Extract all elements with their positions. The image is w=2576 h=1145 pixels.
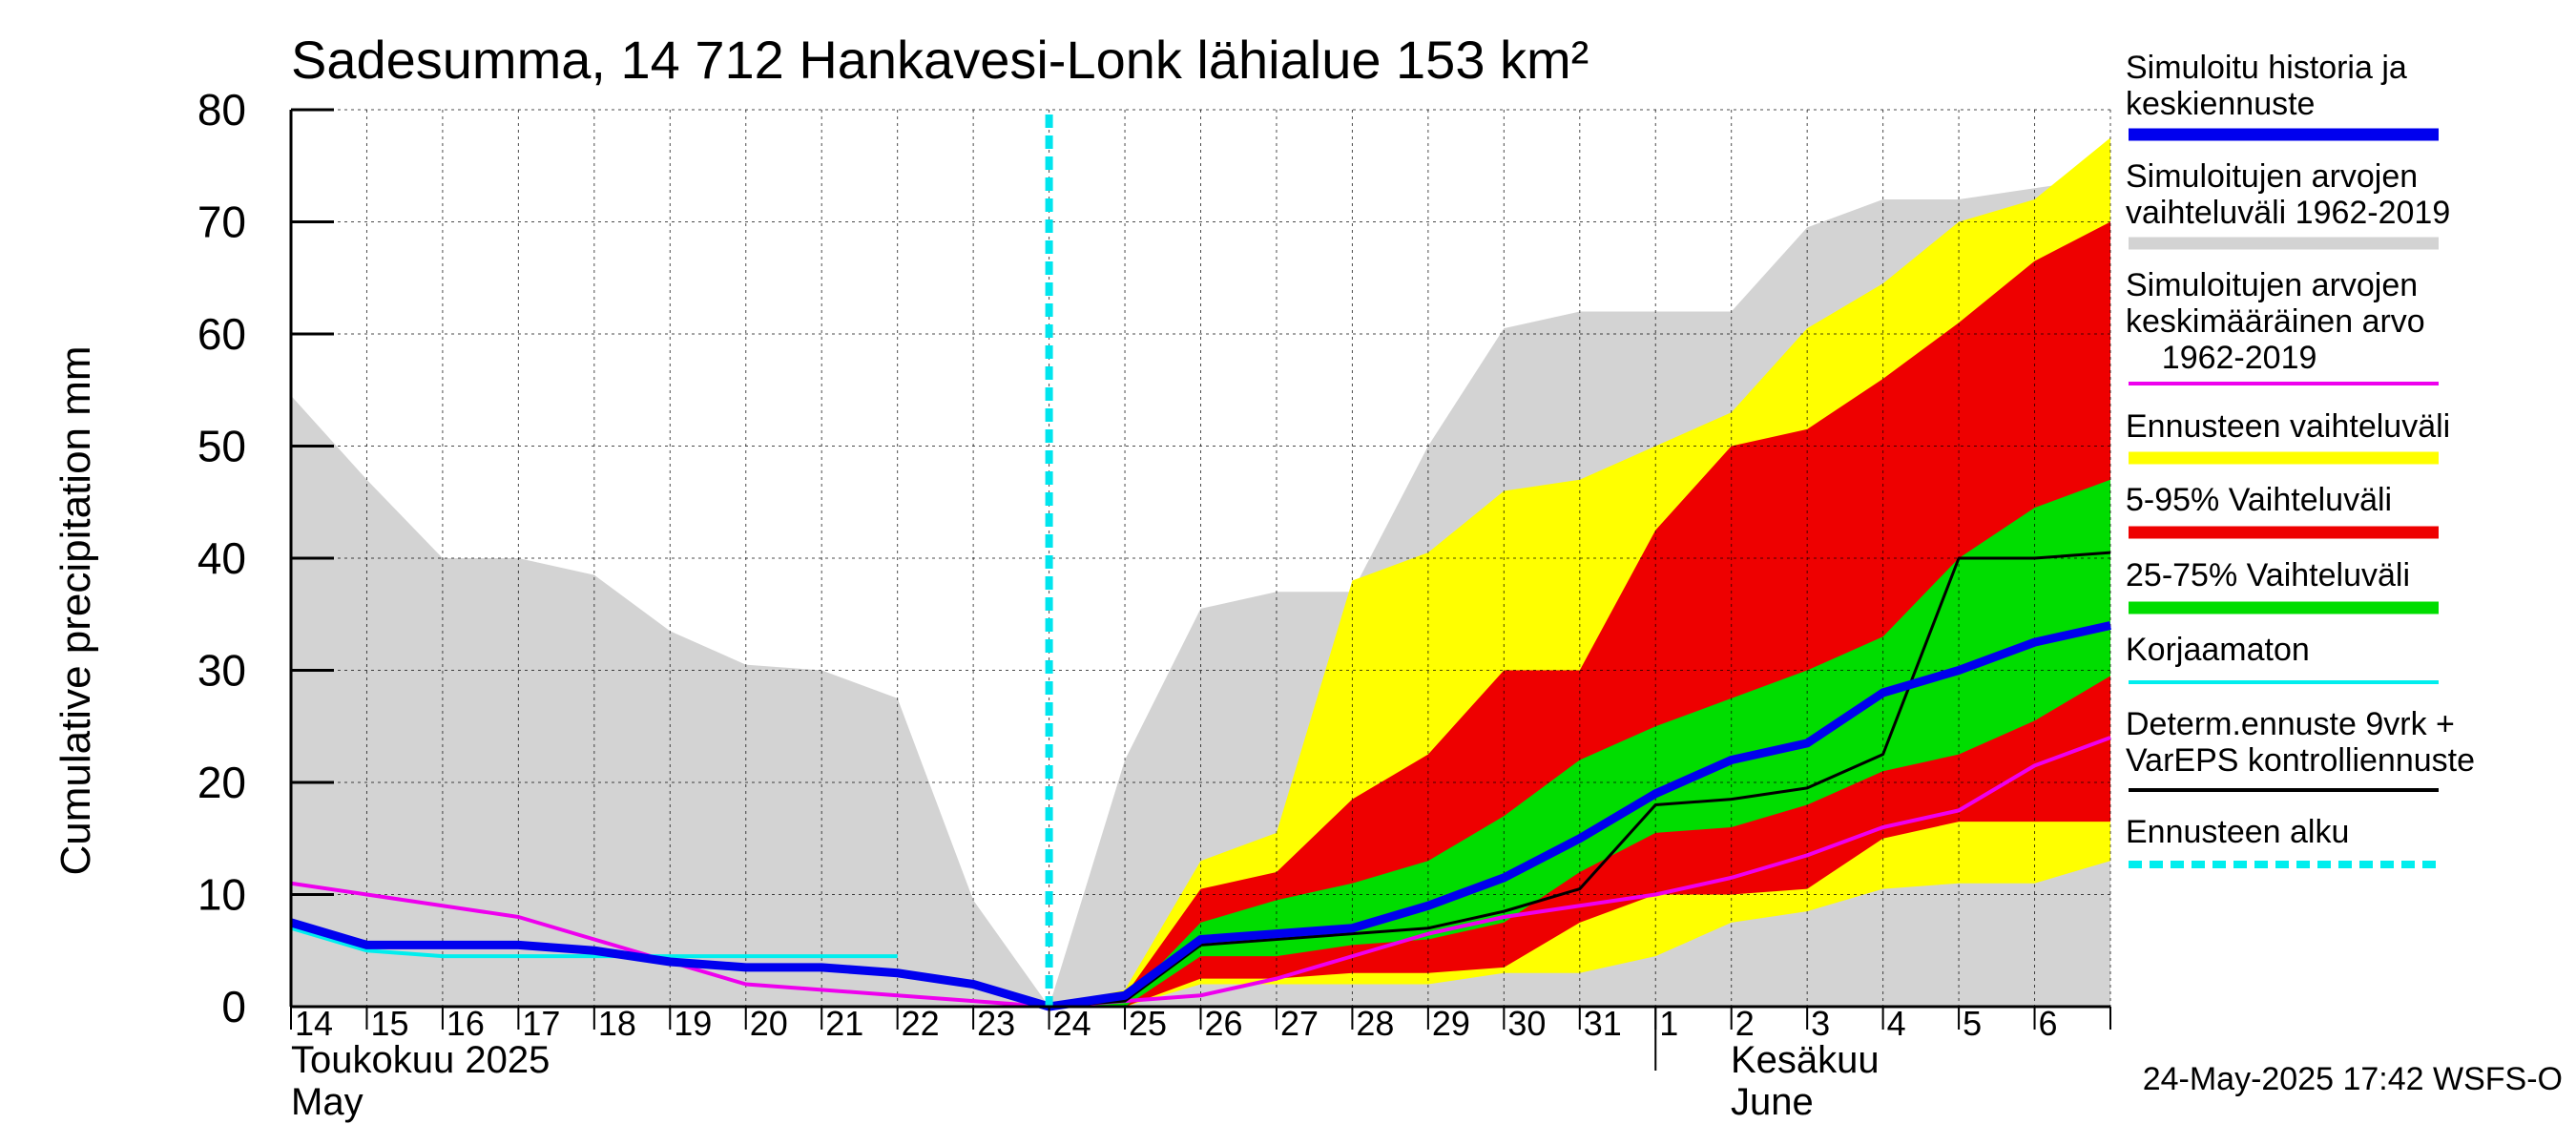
- chart-grid: [291, 109, 2111, 1007]
- x-tick-label: 21: [825, 1004, 863, 1043]
- band-area: [1049, 221, 2110, 1007]
- legend-item-simulated-history: Simuloitu historia ja keskiennuste: [2126, 50, 2441, 122]
- x-tick-label: 31: [1584, 1004, 1622, 1043]
- x-tick-label: 20: [750, 1004, 788, 1043]
- y-tick-label: 70: [197, 198, 246, 247]
- y-tick-label: 20: [197, 758, 246, 807]
- y-axis-label: Cumulative precipitation mm: [52, 345, 99, 876]
- legend-item-uncorrected: Korjaamaton: [2126, 632, 2441, 668]
- legend-label: Ennusteen alku: [2126, 814, 2350, 850]
- x-tick-label: 26: [1205, 1004, 1243, 1043]
- y-tick-label: 40: [197, 533, 246, 583]
- x-tick-label: 23: [977, 1004, 1015, 1043]
- x-tick-label: 4: [1887, 1004, 1906, 1043]
- legend-item-5-95: 5-95% Vaihteluväli: [2126, 482, 2441, 518]
- y-tick-label: 80: [197, 85, 246, 135]
- legend-swatches: [2129, 128, 2439, 868]
- legend-label: Determ.ennuste 9vrk + VarEPS kontrollien…: [2126, 706, 2476, 779]
- legend-item-simulated-range: Simuloitujen arvojen vaihteluväli 1962-2…: [2126, 158, 2451, 231]
- legend-label: Ennusteen vaihteluväli: [2126, 408, 2451, 445]
- chart-title: Sadesumma, 14 712 Hankavesi-Lonk lähialu…: [291, 30, 1589, 90]
- x-tick-label: 19: [674, 1004, 712, 1043]
- legend-label: 25-75% Vaihteluväli: [2126, 557, 2410, 593]
- legend-label: Korjaamaton: [2126, 632, 2310, 668]
- x-tick-label: 18: [598, 1004, 636, 1043]
- x-tick-label: 25: [1129, 1004, 1167, 1043]
- month-label-june-en: June: [1731, 1081, 1814, 1123]
- x-tick-label: 3: [1811, 1004, 1830, 1043]
- x-tick-label: 16: [447, 1004, 485, 1043]
- x-tick-label: 6: [2039, 1004, 2058, 1043]
- legend-item-deterministic: Determ.ennuste 9vrk + VarEPS kontrollien…: [2126, 706, 2476, 779]
- legend-item-simulated-mean: Simuloitujen arvojen keskimääräinen arvo…: [2126, 267, 2441, 376]
- series-line: [1049, 551, 2111, 1009]
- x-tick-label: 24: [1053, 1004, 1091, 1043]
- y-tick-label: 10: [197, 870, 246, 920]
- x-tick-label: 27: [1280, 1004, 1319, 1043]
- x-tick-label: 17: [522, 1004, 560, 1043]
- x-tick-label: 30: [1507, 1004, 1546, 1043]
- y-tick-label: 50: [197, 422, 246, 471]
- band-area: [1049, 479, 2110, 1007]
- x-tick-label: 5: [1963, 1004, 1982, 1043]
- legend-label: Simuloitu historia ja keskiennuste: [2126, 50, 2407, 122]
- x-tick-label: 22: [902, 1004, 940, 1043]
- month-label-june-fi: Kesäkuu: [1731, 1039, 1880, 1081]
- y-tick-label: 0: [221, 982, 246, 1031]
- x-tick-label: 1: [1659, 1004, 1678, 1043]
- timestamp-footer: 24-May-2025 17:42 WSFS-O: [2142, 1061, 2563, 1097]
- month-label-may-en: May: [291, 1081, 364, 1123]
- legend-item-forecast-start: Ennusteen alku: [2126, 814, 2441, 850]
- chart-lines: [289, 114, 2111, 1011]
- x-tick-label: 15: [370, 1004, 408, 1043]
- legend-label: Simuloitujen arvojen vaihteluväli 1962-2…: [2126, 158, 2451, 231]
- series-line: [290, 736, 2111, 1009]
- legend-label: Simuloitujen arvojen keskimääräinen arvo…: [2126, 267, 2425, 376]
- x-tick-label: 14: [295, 1004, 333, 1043]
- series-line: [289, 621, 2111, 1011]
- x-tick-label: 2: [1735, 1004, 1755, 1043]
- series-line: [290, 926, 898, 959]
- y-tick-label: 60: [197, 309, 246, 359]
- y-tick-label: 30: [197, 646, 246, 696]
- legend-label: 5-95% Vaihteluväli: [2126, 482, 2393, 518]
- month-label-may-fi: Toukokuu 2025: [291, 1039, 551, 1081]
- legend-item-25-75: 25-75% Vaihteluväli: [2126, 557, 2441, 593]
- x-tick-label: 28: [1356, 1004, 1394, 1043]
- x-tick-label: 29: [1432, 1004, 1470, 1043]
- legend-item-forecast-range: Ennusteen vaihteluväli: [2126, 408, 2451, 445]
